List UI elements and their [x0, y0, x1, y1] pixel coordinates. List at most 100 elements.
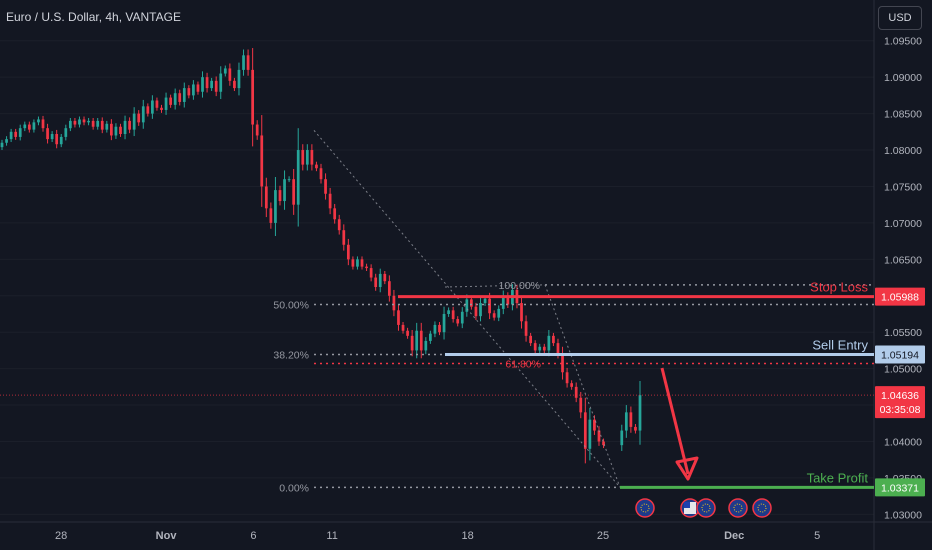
candle — [588, 419, 592, 449]
fib-level-label: 0.00% — [279, 482, 309, 494]
candle — [597, 430, 601, 442]
candle — [269, 208, 273, 223]
candle — [474, 306, 478, 317]
candle — [41, 119, 45, 129]
candle — [638, 395, 642, 431]
candle — [201, 77, 204, 92]
price-tick-label: 1.07000 — [884, 218, 922, 230]
candle — [114, 126, 118, 136]
candle — [583, 412, 587, 449]
candle — [574, 386, 578, 398]
candle — [529, 335, 532, 344]
candle — [214, 80, 218, 92]
candle — [14, 131, 18, 137]
candle — [556, 343, 560, 355]
candle — [438, 324, 441, 333]
candle — [151, 100, 154, 114]
candle — [196, 84, 200, 92]
candle — [87, 120, 90, 123]
symbol-title: Euro / U.S. Dollar, 4h, VANTAGE — [6, 10, 181, 24]
candle — [141, 106, 145, 123]
candle — [369, 268, 373, 278]
level-label: Take Profit — [807, 470, 869, 485]
candle — [192, 84, 195, 96]
candle — [410, 335, 414, 351]
candle — [365, 266, 368, 269]
price-tick-label: 1.09000 — [884, 72, 922, 84]
level-label: Stop Loss — [810, 280, 868, 295]
candle — [356, 259, 359, 267]
candle — [27, 124, 31, 130]
candle — [260, 135, 264, 187]
candle — [68, 120, 72, 129]
price-tick-label: 1.04000 — [884, 436, 922, 448]
candle — [470, 299, 473, 307]
candle — [37, 119, 40, 123]
candle — [18, 128, 22, 137]
candle — [547, 335, 551, 351]
candle — [96, 120, 100, 127]
candle — [415, 330, 419, 351]
candle — [342, 230, 346, 245]
candle — [46, 128, 49, 140]
candle — [506, 295, 510, 305]
candle — [178, 93, 182, 102]
date-tick-label: Dec — [724, 530, 744, 542]
fib-trend-line — [444, 284, 546, 288]
candle — [374, 277, 378, 288]
candle — [424, 340, 428, 351]
candle — [73, 120, 77, 125]
currency-button[interactable]: USD — [878, 6, 922, 30]
candle — [187, 88, 191, 96]
candle — [137, 113, 141, 123]
candle — [324, 179, 327, 194]
candle — [479, 303, 482, 317]
candle — [483, 298, 487, 304]
candle — [173, 93, 177, 105]
candle — [59, 136, 63, 145]
price-tag — [875, 345, 925, 364]
candle — [492, 313, 496, 318]
candle — [433, 324, 437, 334]
current-price-label: 1.04636 — [881, 390, 919, 402]
candle — [292, 179, 296, 205]
candle — [55, 134, 59, 145]
date-tick-label: 5 — [814, 530, 820, 542]
price-tick-label: 1.03000 — [884, 509, 922, 521]
countdown-label: 03:35:08 — [880, 404, 921, 416]
candle — [383, 273, 387, 282]
date-tick-label: Nov — [156, 530, 178, 542]
candle — [301, 150, 305, 165]
candle — [460, 311, 464, 324]
price-tag — [875, 287, 925, 306]
candle — [442, 313, 446, 333]
date-tick-label: 25 — [597, 530, 609, 542]
candle — [533, 343, 537, 351]
candle — [9, 131, 13, 140]
candle — [119, 126, 122, 135]
candle — [397, 310, 400, 325]
candle — [401, 324, 405, 331]
price-tick-label: 1.05500 — [884, 327, 922, 339]
candle — [105, 123, 109, 130]
price-tick-label: 1.05000 — [884, 364, 922, 376]
candle — [419, 330, 423, 351]
candle — [123, 120, 127, 135]
candle — [128, 120, 131, 130]
candle — [110, 123, 113, 136]
candle — [315, 164, 318, 169]
fib-level-label: 100.00% — [499, 280, 540, 292]
candle — [624, 412, 628, 431]
candle — [146, 106, 150, 114]
price-tag — [875, 478, 925, 497]
candle — [205, 77, 209, 89]
candle — [488, 298, 491, 314]
candle — [561, 354, 564, 373]
eu-flag-icon — [728, 498, 748, 518]
candle — [406, 330, 409, 336]
candle — [542, 346, 546, 351]
candle — [210, 80, 213, 89]
candle — [228, 68, 232, 81]
fib-trend-line — [313, 130, 621, 488]
